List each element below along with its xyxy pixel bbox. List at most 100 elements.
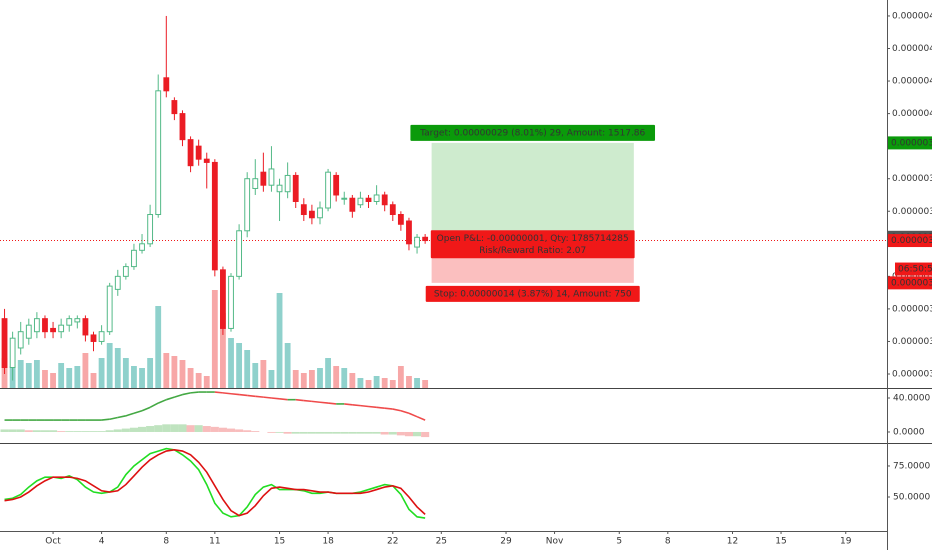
volume-bar	[163, 353, 170, 388]
volume-bar	[33, 360, 40, 388]
histogram-bar	[186, 425, 195, 432]
volume-bar	[66, 368, 73, 388]
candle-body	[114, 275, 121, 290]
candle-body	[66, 318, 73, 326]
candle-body	[406, 220, 412, 245]
candle-body	[147, 214, 154, 245]
histogram-bar	[275, 431, 284, 433]
indicator-line	[4, 449, 426, 517]
candle-body	[179, 113, 186, 141]
volume-bar	[325, 358, 331, 388]
candle-body	[90, 334, 97, 342]
histogram-bar	[291, 431, 300, 434]
histogram-bar	[170, 424, 179, 432]
volume-bar	[147, 358, 154, 388]
histogram-bar	[24, 430, 33, 432]
histogram-bar	[57, 431, 66, 432]
pnl-label: Risk/Reward Ratio: 2.07	[479, 246, 586, 256]
histogram-bar	[307, 431, 316, 434]
histogram-bar	[113, 429, 122, 432]
x-tick-label: 29	[500, 537, 512, 547]
histogram-bar	[40, 430, 50, 432]
histogram-bar	[388, 431, 397, 435]
histogram-bar	[283, 431, 292, 434]
indicator-line-segment	[149, 402, 159, 409]
volume-bar	[17, 360, 24, 388]
histogram-bar	[356, 431, 365, 434]
volume-bar	[284, 343, 291, 388]
candle-body	[33, 318, 40, 333]
histogram-bar	[97, 431, 106, 432]
volume-bar	[131, 366, 137, 388]
indicator-line-segment	[230, 392, 240, 396]
candle-body	[187, 139, 194, 167]
indicator-line-segment	[360, 404, 369, 408]
price-tag-label: 0.00000348	[891, 278, 932, 288]
candle-body	[203, 158, 210, 163]
candle-body	[163, 77, 170, 92]
last-price-tag	[888, 234, 932, 248]
histogram-bar	[81, 431, 90, 432]
histogram-bar	[210, 426, 219, 432]
volume-bar	[381, 378, 388, 388]
histogram-bar	[251, 431, 260, 432]
volume-bar	[90, 373, 97, 388]
candle-body	[260, 171, 267, 186]
histogram-bar	[396, 431, 405, 436]
volume-bar	[389, 380, 396, 388]
indicator-line-segment	[117, 415, 127, 419]
indicator-line-segment	[344, 403, 353, 406]
x-tick-label: 8	[665, 537, 671, 547]
candle-body	[300, 204, 307, 216]
histogram-bar	[16, 429, 25, 432]
indicator-line-segment	[109, 416, 118, 421]
volume-bar	[25, 363, 32, 388]
histogram-bar	[372, 431, 381, 434]
candle-body	[122, 266, 129, 277]
volume-bar	[300, 373, 307, 388]
indicator-line-segment	[133, 409, 143, 415]
indicator-line-segment	[239, 393, 248, 397]
indicator-y-tick-label: 0.0000	[893, 427, 925, 437]
target-zone	[431, 142, 634, 238]
y-tick-label: 0.00000410	[892, 77, 932, 87]
candle-body	[139, 243, 145, 251]
indicator-line-segment	[311, 400, 321, 404]
histogram-bar	[162, 424, 171, 432]
pnl-label-box	[430, 230, 635, 259]
volume-bar	[357, 378, 364, 388]
indicator-line-segment	[376, 406, 385, 409]
histogram-bar	[202, 426, 211, 432]
indicator-line-segment	[263, 396, 272, 399]
x-tick-label: 18	[322, 537, 334, 547]
x-tick-label: Oct	[45, 537, 61, 547]
histogram-bar	[364, 431, 373, 434]
histogram-bar	[121, 428, 130, 432]
volume-bar	[82, 353, 89, 388]
x-tick-label: 4	[99, 537, 105, 547]
volume-bar	[422, 380, 429, 388]
histogram-bar	[105, 430, 114, 432]
candle-body	[341, 197, 348, 200]
histogram-bar	[154, 425, 163, 432]
indicator-line-segment	[303, 399, 312, 403]
indicator-line-segment	[384, 407, 393, 410]
volume-bar	[349, 373, 356, 388]
histogram-bar	[89, 431, 98, 432]
volume-bar	[155, 306, 162, 388]
x-tick-label: 25	[436, 537, 447, 547]
indicator-y-tick-label: 50.0000	[893, 492, 930, 502]
candle-body	[292, 174, 299, 202]
volume-bar	[268, 370, 275, 388]
price-tag	[888, 276, 932, 290]
y-tick-label: 0.00000320	[892, 370, 932, 380]
volume-bar	[308, 370, 315, 388]
histogram-bar	[299, 431, 308, 434]
histogram-bar	[129, 427, 138, 432]
x-tick-label: 19	[840, 537, 852, 547]
candle-body	[1, 318, 8, 368]
histogram-bar	[324, 431, 333, 434]
indicator-line-segment	[174, 393, 183, 398]
indicator-line-segment	[101, 418, 110, 421]
indicator-line-segment	[255, 395, 264, 398]
